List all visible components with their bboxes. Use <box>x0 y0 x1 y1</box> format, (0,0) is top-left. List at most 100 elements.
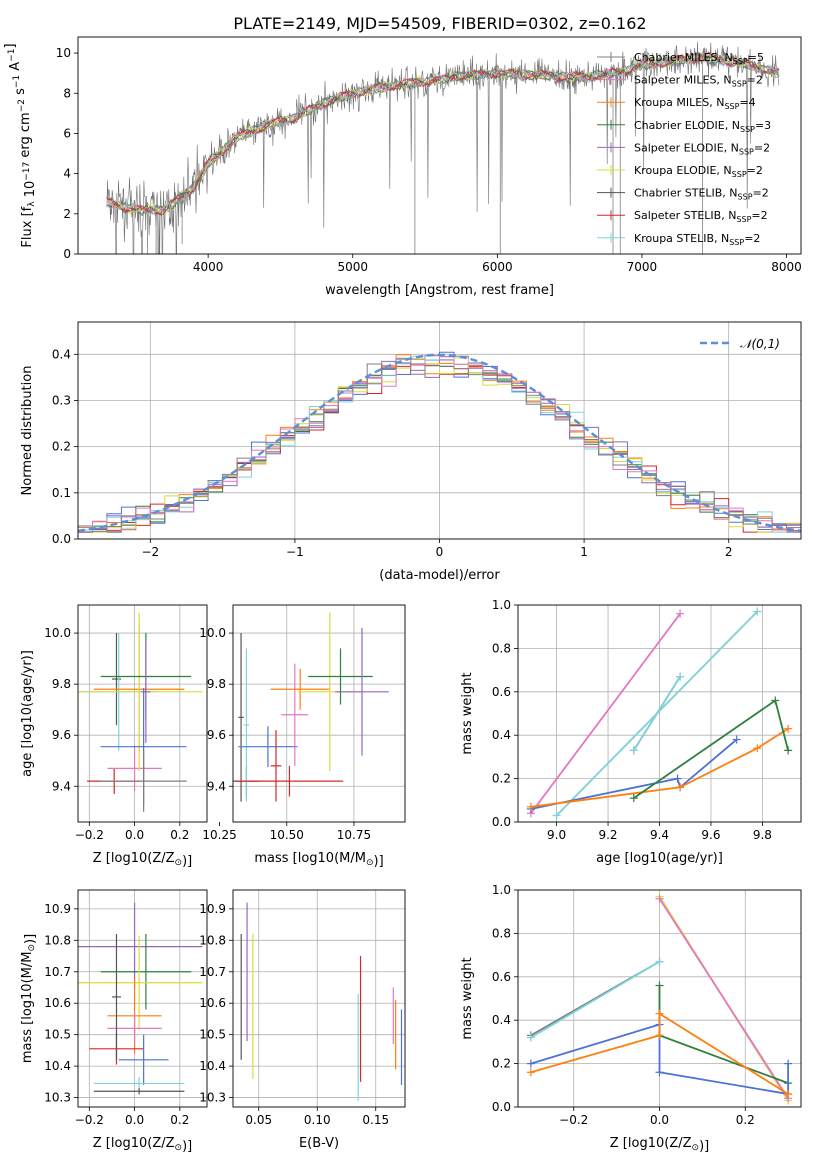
y-tick-label: 10.0 <box>44 626 71 640</box>
errorbar-point <box>78 612 203 771</box>
y-tick-label: 10.6 <box>199 996 226 1010</box>
y-tick-label: 10.7 <box>199 965 226 979</box>
y-axis-label: Normed distribution <box>20 366 35 496</box>
y-tick-label: 0.0 <box>492 1100 511 1114</box>
x-tick-label: 0.0 <box>125 828 144 842</box>
y-axis-label: Flux [fλ 10−17 erg cm−2 s−1 A−1] <box>3 43 38 247</box>
weight-series <box>526 1009 793 1098</box>
y-tick-label: 9.4 <box>207 779 226 793</box>
plot-area-mass-vs-Z <box>78 890 207 1107</box>
histogram-series <box>78 362 801 539</box>
plot-area-residuals <box>78 322 801 539</box>
y-tick-label: 0.4 <box>52 347 71 361</box>
axes-frame <box>77 604 208 823</box>
x-tick-label: 10.25 <box>202 828 236 842</box>
panel-age-vs-mass: 10.25 10.50 10.75 9.4 9.6 9.8 10.0 mass [log10(… <box>199 604 406 869</box>
errorbar-point <box>335 627 389 756</box>
y-tick-label: 0.8 <box>492 926 511 940</box>
errorbar-point <box>235 765 344 797</box>
y-tick-label: 0.2 <box>492 1057 511 1071</box>
y-tick-label: 4 <box>63 167 71 181</box>
errorbar-point <box>100 934 192 1010</box>
x-tick-label: 0.0 <box>125 1113 144 1127</box>
x-tick-label: 2 <box>725 545 733 559</box>
errorbar-point <box>308 648 373 705</box>
x-tick-label: 9.6 <box>701 828 720 842</box>
x-tick-label: −0.2 <box>75 828 104 842</box>
y-tick-label: 10.4 <box>44 1059 71 1073</box>
x-axis-label: wavelength [Angstrom, rest frame] <box>325 283 554 298</box>
legend-label: Salpeter ELODIE, NSSP=2 <box>634 141 770 156</box>
y-tick-label: 1.0 <box>492 883 511 897</box>
panel-weight-vs-Z: −0.2 0.0 0.2 0.0 0.2 0.4 0.6 0.8 1.0 Z [log10(Z/Z… <box>460 883 802 1154</box>
plot-area-spectrum <box>106 41 780 254</box>
y-tick-label: 10.4 <box>199 1059 226 1073</box>
y-tick-label: 10.9 <box>199 902 226 916</box>
x-tick-label: −1 <box>286 545 304 559</box>
x-tick-label: 6000 <box>482 260 513 274</box>
spectrum-legend: Chabrier MILES, NSSP=5 Salpeter MILES, NS… <box>597 51 771 247</box>
x-tick-label: 5000 <box>337 260 368 274</box>
x-tick-label: −0.2 <box>75 1113 104 1127</box>
legend-label: Chabrier STELIB, NSSP=2 <box>634 187 769 202</box>
weight-line <box>530 1012 789 1095</box>
y-tick-label: 10.3 <box>44 1091 71 1105</box>
y-tick-label: 0.4 <box>492 1013 511 1027</box>
x-axis-label: age [log10(age/yr)] <box>596 851 723 866</box>
weight-line <box>658 898 789 1099</box>
legend-label: Kroupa MILES, NSSP=4 <box>634 96 756 111</box>
residuals-legend: 𝒩(0,1) <box>700 337 780 351</box>
errorbar-point <box>270 730 282 802</box>
y-tick-label: 10.5 <box>44 1028 71 1042</box>
y-tick-label: 10.8 <box>199 933 226 947</box>
x-tick-label: 10.75 <box>337 828 371 842</box>
errorbar-point <box>107 745 162 792</box>
figure-title: PLATE=2149, MJD=54509, FIBERID=0302, z=0… <box>233 14 646 33</box>
x-tick-label: 9.8 <box>753 828 772 842</box>
y-tick-label: 10.5 <box>199 1028 226 1042</box>
x-tick-label: 0.0 <box>650 1113 669 1127</box>
errorbar-point <box>111 633 121 725</box>
axes-frame <box>77 321 802 540</box>
errorbar-point <box>281 663 309 766</box>
errorbar-point <box>141 640 151 743</box>
y-tick-label: 0.6 <box>492 685 511 699</box>
axes-frame <box>232 604 406 823</box>
weight-series <box>526 609 685 818</box>
y-tick-label: 10 <box>56 46 71 60</box>
y-tick-label: 0.4 <box>492 728 511 742</box>
y-tick-label: 0.3 <box>52 393 71 407</box>
weight-line <box>530 738 738 810</box>
y-tick-label: 9.6 <box>52 728 71 742</box>
y-axis-label: age [log10(age/yr)] <box>20 650 35 777</box>
y-tick-label: 10.9 <box>44 902 71 916</box>
y-tick-label: 2 <box>63 207 71 221</box>
legend-label: Kroupa ELODIE, NSSP=2 <box>634 164 763 179</box>
x-axis-label: Z [log10(Z/Z⊙)] <box>610 1136 709 1154</box>
errorbar-point <box>93 1088 185 1095</box>
legend-label: Kroupa STELIB, NSSP=2 <box>634 232 760 247</box>
spectrum-data-trace <box>106 41 780 254</box>
errorbar-point <box>118 1034 169 1085</box>
x-tick-label: 10.50 <box>270 828 304 842</box>
x-tick-label: 9.4 <box>650 828 669 842</box>
y-axis-label: mass weight <box>460 957 475 1039</box>
x-tick-label: 0.2 <box>170 828 189 842</box>
y-tick-label: 0.8 <box>492 641 511 655</box>
x-tick-label: 0.05 <box>245 1113 272 1127</box>
axes-frame <box>517 604 802 823</box>
model-trace <box>106 51 780 215</box>
x-tick-label: 0.2 <box>736 1113 755 1127</box>
y-tick-label: 0.6 <box>492 970 511 984</box>
errorbar-point <box>78 935 203 1030</box>
y-tick-label: 9.8 <box>52 677 71 691</box>
weight-series <box>526 957 664 1042</box>
x-axis-label: E(B-V) <box>299 1136 339 1151</box>
y-tick-label: 1.0 <box>492 598 511 612</box>
weight-series <box>655 894 793 1103</box>
weight-line <box>633 676 681 751</box>
y-tick-label: 9.8 <box>207 677 226 691</box>
x-tick-label: 1 <box>580 545 588 559</box>
y-tick-label: 0.2 <box>52 440 71 454</box>
